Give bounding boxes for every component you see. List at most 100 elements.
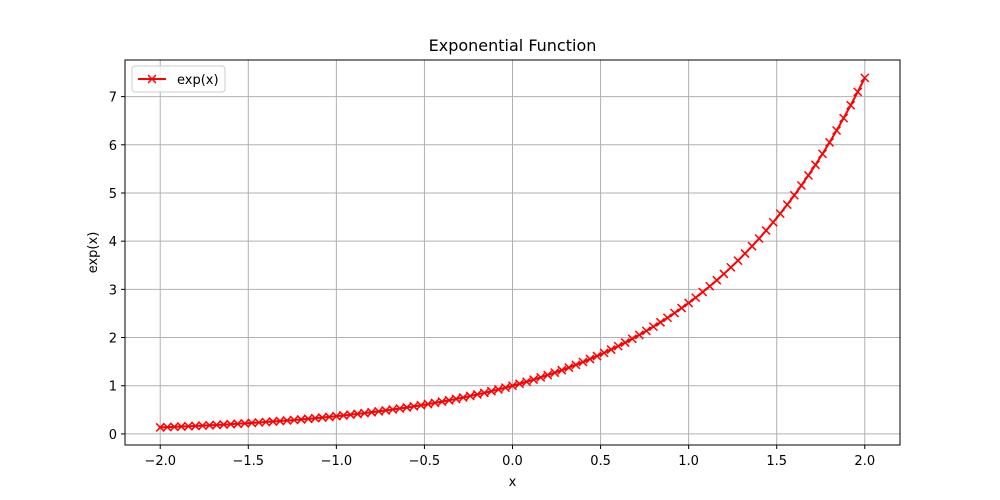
data-point [543,370,553,380]
data-point [183,421,193,431]
data-point [719,269,729,279]
y-tick-label: 4 [109,235,117,250]
chart-title: Exponential Function [429,36,597,55]
data-point [670,308,680,318]
legend: exp(x) [131,65,226,93]
x-tick-label: 1.5 [766,454,787,469]
data-point [205,420,215,430]
data-point [444,395,454,405]
data-point [409,401,419,411]
data-point [529,375,539,385]
data-point [388,404,398,415]
data-point [698,287,708,297]
legend-entry-label: exp(x) [177,73,219,88]
x-tick-label: −1.5 [233,454,265,469]
data-point [430,398,440,408]
data-point [599,348,609,358]
legend-box [131,65,226,93]
data-point [796,180,806,191]
data-point [486,386,496,396]
data-point [789,190,799,200]
y-tick-label: 6 [109,139,117,154]
series-layer [155,73,870,432]
x-tick-label: 0.0 [502,454,523,469]
data-point [226,419,236,429]
data-point [500,383,510,393]
data-point [536,372,546,382]
data-point [761,225,771,236]
data-point [655,317,665,327]
data-point [557,365,567,375]
y-tick-label: 0 [109,428,117,443]
data-point [691,293,701,303]
data-point [825,137,835,147]
data-point [846,100,856,110]
data-point [289,415,299,425]
x-tick-label: −2.0 [144,454,176,469]
y-tick-label: 7 [109,91,117,106]
data-point [247,418,257,428]
data-point [268,417,278,427]
data-point [317,413,327,423]
data-point [303,414,313,424]
x-tick-label: 2.0 [854,454,875,469]
data-point [684,298,694,308]
x-axis-label: x [509,475,517,490]
legend-marker [147,74,157,84]
grid [125,60,900,445]
data-point [733,256,743,266]
data-point [155,422,165,432]
data-point [282,415,292,426]
data-point [662,313,673,323]
data-point [169,422,179,432]
data-point [254,417,264,428]
ticks: −2.0 −1.5 −1.0 −0.5 0.0 0.5 1.0 1.5 2.0 0 1 2 3 4 5 6 7 [109,91,875,469]
data-point [592,351,602,361]
data-point [240,418,250,428]
data-point [782,200,792,210]
data-point [437,397,447,407]
data-point [493,384,503,394]
data-point [620,338,630,348]
legend-x-marker-icon [147,74,157,84]
data-point [176,422,186,432]
data-point [550,368,560,378]
data-point [402,402,412,412]
data-point [296,414,306,424]
data-point [754,233,764,244]
data-point [810,160,820,170]
data-point [775,209,785,219]
data-point [233,419,243,429]
data-point [423,399,433,409]
data-point [522,377,532,387]
data-point [465,391,475,401]
x-tick-label: −1.0 [321,454,353,469]
data-point [395,403,405,414]
data-point [677,303,687,313]
y-tick-label: 2 [109,332,117,347]
x-tick-label: 1.0 [678,454,699,469]
data-point [507,381,518,391]
data-point [726,262,736,272]
data-point [853,87,863,97]
data-point [578,357,588,367]
data-point [458,392,468,403]
data-point [613,341,623,351]
data-point [416,400,426,410]
data-point [768,217,778,227]
y-tick-label: 3 [109,283,117,298]
data-point [740,249,750,259]
data-point [571,360,581,370]
data-point [564,363,574,373]
data-point [381,405,391,415]
data-point [585,354,595,364]
data-point [197,421,208,431]
x-tick-label: −0.5 [409,454,441,469]
data-point [190,421,200,431]
data-point [606,345,616,355]
data-point [641,326,651,336]
x-tick-label: 0.5 [590,454,611,469]
data-point [472,389,482,399]
